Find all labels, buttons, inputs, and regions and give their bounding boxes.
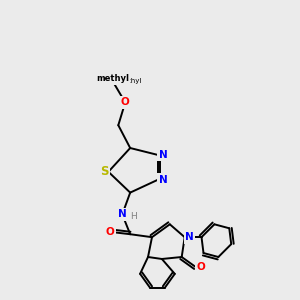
Text: N: N (185, 232, 194, 242)
Text: N: N (158, 150, 167, 160)
Text: O: O (196, 262, 205, 272)
Text: O: O (121, 98, 130, 107)
Text: methyl: methyl (96, 74, 129, 83)
Text: methyl: methyl (117, 78, 142, 84)
Text: H: H (130, 212, 137, 221)
Text: O: O (106, 227, 115, 237)
Text: N: N (158, 175, 167, 185)
Text: S: S (100, 165, 109, 178)
Text: N: N (118, 209, 127, 219)
